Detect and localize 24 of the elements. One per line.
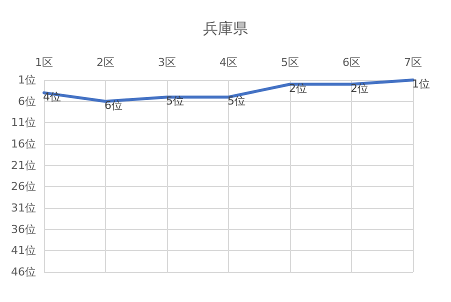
x-tick-label: 6区 bbox=[342, 56, 360, 69]
y-tick-label: 26位 bbox=[10, 180, 36, 194]
x-tick-label: 7区 bbox=[404, 56, 422, 69]
y-tick-label: 1位 bbox=[18, 74, 36, 86]
y-tick-label: 16位 bbox=[10, 138, 36, 150]
x-tick-label: 1区 bbox=[34, 56, 53, 69]
x-tick-label: 3区 bbox=[158, 56, 176, 69]
chart-title: 兵庫県 bbox=[203, 20, 248, 38]
y-tick-label: 21位 bbox=[10, 158, 36, 172]
y-tick-label: 46位 bbox=[10, 266, 36, 278]
data-label: 2位 bbox=[350, 82, 368, 95]
x-tick-label: 2区 bbox=[96, 56, 114, 69]
x-tick-label: 4区 bbox=[220, 56, 238, 69]
x-tick-label: 5区 bbox=[281, 56, 299, 69]
y-tick-label: 41位 bbox=[10, 244, 36, 258]
data-label: 5位 bbox=[228, 94, 246, 108]
data-label: 5位 bbox=[166, 94, 184, 108]
data-label: 2位 bbox=[289, 82, 307, 95]
y-tick-label: 31位 bbox=[10, 202, 36, 214]
data-label: 6位 bbox=[104, 98, 122, 112]
y-tick-label: 6位 bbox=[18, 94, 36, 108]
data-label: 1位 bbox=[412, 78, 430, 90]
y-tick-label: 11位 bbox=[10, 116, 36, 130]
y-tick-label: 36位 bbox=[10, 222, 36, 236]
